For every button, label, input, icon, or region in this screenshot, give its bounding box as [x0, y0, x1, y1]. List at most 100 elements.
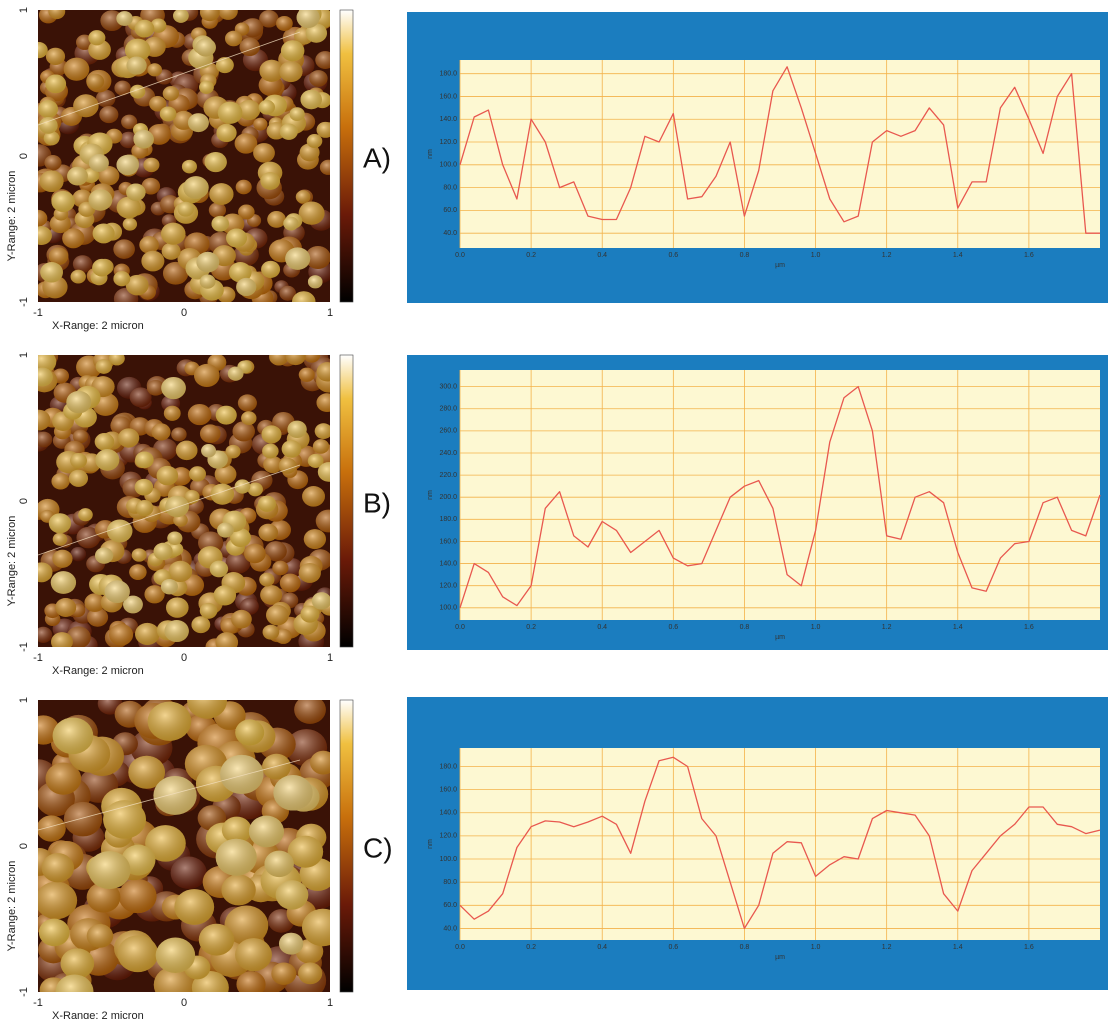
- x-tick-label: 1: [327, 307, 333, 319]
- grain-shade: [199, 602, 218, 619]
- x-tick-label: 1: [327, 997, 333, 1009]
- y-tick-label: 180.0: [439, 516, 457, 523]
- grain-shade: [38, 815, 66, 842]
- grain-shade: [38, 409, 51, 431]
- grain-shade: [259, 10, 279, 28]
- grain-shade: [72, 255, 93, 273]
- y-tick-label: 120.0: [439, 139, 457, 146]
- grain-shade: [279, 285, 296, 301]
- x-tick-label: 0.0: [455, 944, 465, 951]
- grain-shade: [161, 376, 186, 400]
- grain-shade: [294, 700, 326, 724]
- grain-shade: [302, 908, 330, 947]
- grain-shade: [262, 443, 279, 459]
- grain-shade: [283, 216, 299, 231]
- grain-shade: [121, 114, 138, 130]
- grain-shade: [67, 166, 88, 186]
- grain-shade: [260, 172, 281, 190]
- grain-shade: [274, 628, 292, 644]
- grain-shade: [86, 882, 121, 913]
- grain-shade: [271, 962, 297, 985]
- grain-shade: [300, 605, 320, 623]
- grain-shade: [209, 560, 229, 578]
- x-tick-label: -1: [33, 652, 43, 664]
- grain-shade: [38, 562, 53, 583]
- grain-shade: [296, 10, 320, 28]
- x-tick-label: 1.2: [882, 624, 892, 631]
- grain-shade: [38, 42, 48, 59]
- grain-shade: [306, 134, 323, 149]
- x-tick-label: 1.4: [953, 624, 963, 631]
- grain-shade: [38, 626, 53, 643]
- x-tick-label: -1: [33, 307, 43, 319]
- grain-shade: [221, 816, 252, 844]
- grain-shade: [260, 584, 283, 605]
- grain-shade: [39, 170, 64, 193]
- grain-shade: [234, 133, 258, 154]
- grain-shade: [150, 18, 167, 33]
- y-tick-label: 40.0: [443, 230, 457, 237]
- grain-shade: [187, 403, 212, 426]
- grain-shade: [43, 131, 60, 146]
- grain-shade: [161, 242, 181, 260]
- grain-shade: [119, 131, 138, 149]
- grain-shade: [51, 632, 73, 647]
- y-tick-label: 140.0: [439, 810, 457, 817]
- grain-shade: [237, 394, 257, 412]
- grain-shade: [183, 176, 209, 200]
- grain-shade: [177, 201, 194, 217]
- x-tick-label: 1.6: [1024, 624, 1034, 631]
- grain-shade: [151, 423, 171, 441]
- grain-shade: [199, 10, 220, 22]
- grain-shade: [196, 251, 220, 273]
- grain-shade: [116, 154, 139, 176]
- grain-shade: [253, 143, 275, 163]
- y-tick-label: 220.0: [439, 472, 457, 479]
- grain-shade: [48, 513, 72, 534]
- grain-shade: [135, 451, 154, 469]
- panel-label: C): [363, 832, 393, 863]
- grain-shade: [52, 532, 68, 546]
- grain-shade: [279, 123, 298, 140]
- grain-shade: [215, 838, 257, 876]
- grain-shade: [40, 262, 63, 283]
- x-tick-label: 0.8: [740, 252, 750, 259]
- x-tick-label: 0.6: [668, 944, 678, 951]
- grain-shade: [267, 211, 286, 228]
- grain-shade: [159, 106, 177, 122]
- grain-shade: [88, 30, 106, 46]
- grain-shade: [87, 607, 109, 627]
- grain-shade: [78, 508, 93, 522]
- x-tick-label: 0: [181, 997, 187, 1009]
- grain-shade: [160, 222, 186, 245]
- grain-shade: [66, 390, 92, 414]
- y-tick-label: 1: [18, 352, 30, 358]
- grain-shade: [278, 932, 304, 955]
- grain-shade: [38, 918, 70, 947]
- profile-line: [38, 464, 301, 556]
- grain-shade: [156, 465, 179, 486]
- grain-shade: [135, 622, 160, 646]
- grain-shade: [309, 70, 328, 87]
- afm-image: [38, 355, 330, 647]
- grain-shade: [217, 101, 243, 124]
- x-tick-label: 0.4: [597, 944, 607, 951]
- y-tick-label: -1: [18, 297, 30, 307]
- grain-shade: [199, 274, 216, 289]
- plot-area: [460, 748, 1100, 940]
- grain-shade: [88, 153, 109, 172]
- grain-shade: [307, 275, 323, 289]
- grain-shade: [298, 367, 315, 382]
- grain-shade: [305, 23, 328, 43]
- afm-texture: [38, 700, 330, 992]
- grain-shade: [314, 423, 330, 440]
- grain-shade: [44, 154, 62, 171]
- grain-shade: [215, 405, 237, 425]
- grain-shade: [128, 755, 166, 789]
- x-tick-label: 1.0: [811, 624, 821, 631]
- y-tick-label: 60.0: [443, 207, 457, 214]
- grain-shade: [272, 560, 289, 576]
- grain-shade: [63, 57, 90, 81]
- y-tick-label: 60.0: [443, 902, 457, 909]
